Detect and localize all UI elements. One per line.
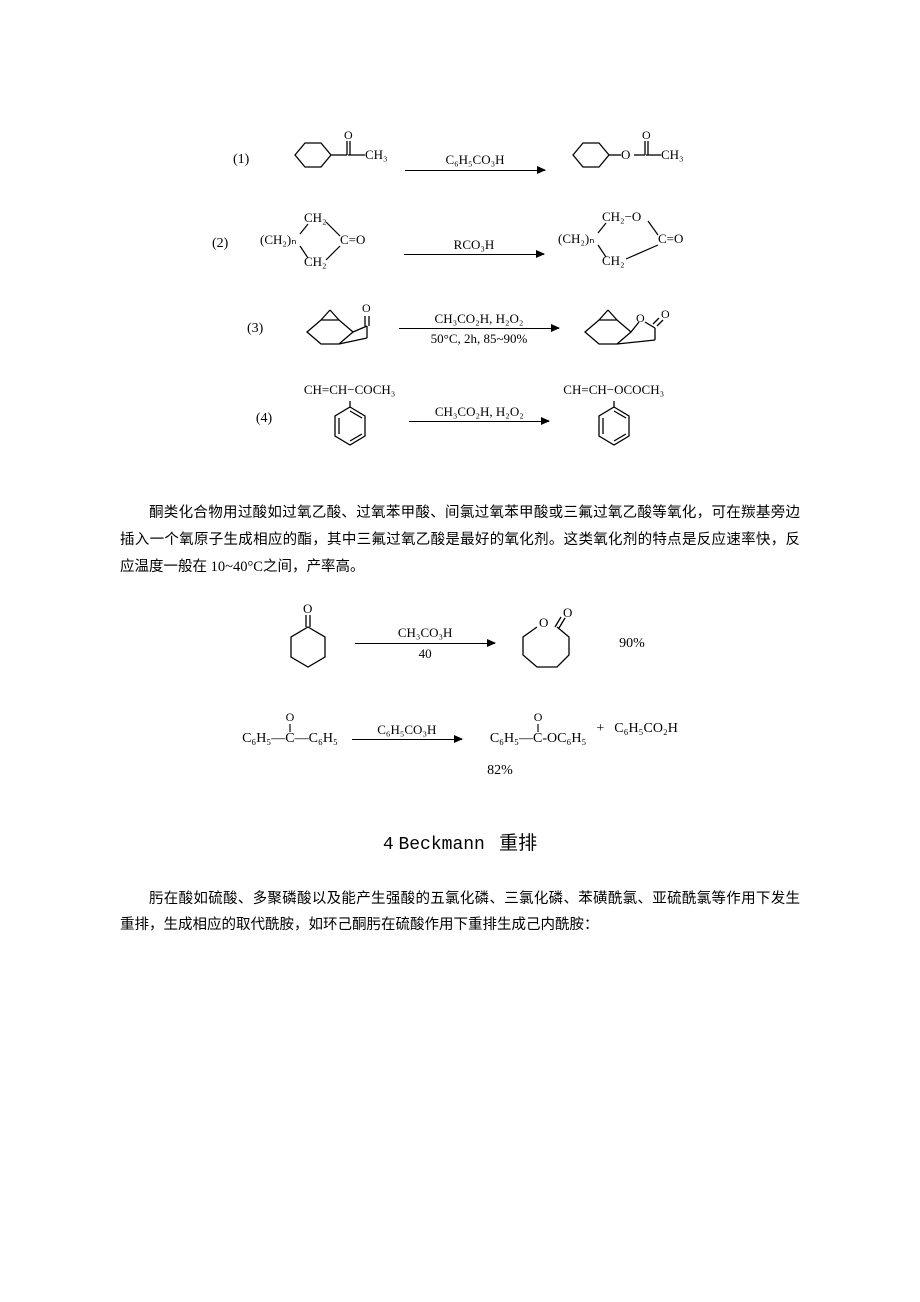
reaction-m2: O ‖ C₆H₅—C—C₆H₅ C₆H₅CO₃H O ‖ C₆H₅—C-OC₆H… — [120, 712, 800, 746]
svg-text:O: O — [539, 615, 548, 630]
reaction-number: (4) — [256, 406, 296, 431]
norbornane-lactone-icon: O O — [573, 296, 673, 361]
svg-text:CH₂: CH₂ — [304, 210, 327, 225]
arrow-reagent: C₆H₅CO₃H — [377, 718, 436, 741]
reaction-arrow: CH₃CO₂H, H₂O₂ 50°C, 2h, 85~90% — [399, 307, 559, 351]
yield-label: 82% — [200, 758, 800, 783]
reaction-arrow: CH₃CO₂H, H₂O₂ — [409, 400, 549, 422]
reaction-3: (3) O CH₃CO₂H, H₂O₂ 50°C, 2h, 85~90% — [120, 296, 800, 361]
svg-text:CH₃: CH₃ — [365, 147, 388, 162]
svg-text:O: O — [563, 605, 572, 620]
svg-text:O: O — [636, 311, 645, 325]
svg-text:O: O — [642, 128, 651, 142]
phenyl-benzoate-formula: C₆H₅—C-OC₆H₅ — [490, 733, 587, 746]
body-paragraph-1: 酮类化合物用过酸如过氧乙酸、过氧苯甲酸、间氯过氧苯甲酸或三氟过氧乙酸等氧化，可在… — [120, 500, 800, 580]
reaction-1: (1) O CH₃ C₆H₅CO₃H — [120, 128, 800, 191]
benzophenone-formula: C₆H₅—C—C₆H₅ — [242, 733, 338, 746]
svg-text:O: O — [344, 128, 353, 142]
reaction-number: (3) — [247, 316, 287, 341]
svg-text:CH₂−O: CH₂−O — [602, 209, 641, 224]
reaction-arrow: RCO₃H — [404, 233, 544, 255]
benzene-ring-icon — [325, 401, 375, 460]
svg-text:CH₃: CH₃ — [661, 147, 684, 162]
caprolactone-icon: O O — [509, 603, 589, 684]
cyclic-ketone-generic-icon: CH₂ (CH₂)ₙ CH₂ C=O — [260, 208, 390, 279]
reaction-number: (2) — [212, 231, 252, 256]
arrow-conditions: 40 — [419, 642, 432, 665]
byproduct-formula: C₆H₅CO₂H — [614, 716, 678, 741]
document-page: (1) O CH₃ C₆H₅CO₃H — [0, 0, 920, 1041]
reaction-arrow: C₆H₅CO₃H — [352, 718, 462, 740]
arrow-reagent: CH₃CO₂H, H₂O₂ — [435, 400, 524, 423]
substituent-right: CH=CH−OCOCH₃ — [563, 378, 664, 401]
cyclohexanone-icon: O — [275, 603, 341, 684]
reaction-2: (2) CH₂ (CH₂)ₙ CH₂ C=O RCO₃H — [120, 207, 800, 280]
reaction-number: (1) — [233, 147, 273, 172]
lactone-generic-icon: CH₂−O (CH₂)ₙ CH₂ C=O — [558, 207, 708, 280]
reaction-m1: O CH₃CO₃H 40 O O 90% — [120, 603, 800, 684]
arrow-reagent: RCO₃H — [454, 233, 495, 256]
cyclohexyl-acetate-icon: O O CH₃ — [559, 128, 687, 191]
cyclohexyl-methyl-ketone-icon: O CH₃ — [281, 128, 391, 191]
svg-text:O: O — [303, 603, 312, 616]
arrow-conditions: 50°C, 2h, 85~90% — [431, 327, 528, 350]
svg-text:(CH₂)ₙ: (CH₂)ₙ — [260, 232, 296, 247]
arrow-reagent: C₆H₅CO₃H — [445, 148, 504, 171]
section-number: 4 — [383, 835, 394, 855]
yield-label: 90% — [619, 631, 645, 656]
section-heading: 4 Beckmann 重排 — [120, 827, 800, 861]
reaction-scheme-mid: O CH₃CO₃H 40 O O 90% O ‖ C₆H₅—C—C₆H₅ — [120, 603, 800, 784]
svg-text:(CH₂)ₙ: (CH₂)ₙ — [558, 231, 594, 246]
benzene-ring-icon — [589, 401, 639, 460]
reaction-arrow: C₆H₅CO₃H — [405, 148, 545, 170]
substituent-left: CH=CH−COCH₃ — [304, 378, 395, 401]
reaction-4: (4) CH=CH−COCH₃ CH₃CO₂H, H₂O₂ CH=CH−OCOC… — [120, 378, 800, 461]
reaction-arrow: CH₃CO₃H 40 — [355, 621, 495, 665]
body-paragraph-2: 肟在酸如硫酸、多聚磷酸以及能产生强酸的五氯化磷、三氯化磷、苯磺酰氯、亚硫酰氯等作… — [120, 886, 800, 940]
norbornanone-icon: O — [295, 296, 385, 361]
svg-text:O: O — [362, 301, 371, 315]
svg-text:C=O: C=O — [658, 231, 683, 246]
reaction-scheme-top: (1) O CH₃ C₆H₅CO₃H — [120, 128, 800, 460]
svg-text:O: O — [621, 147, 630, 162]
section-name-cn: 重排 — [499, 833, 537, 854]
svg-text:O: O — [661, 307, 670, 321]
plus-sign: + — [596, 716, 604, 741]
svg-text:C=O: C=O — [340, 232, 365, 247]
section-name-en: Beckmann — [398, 835, 484, 855]
